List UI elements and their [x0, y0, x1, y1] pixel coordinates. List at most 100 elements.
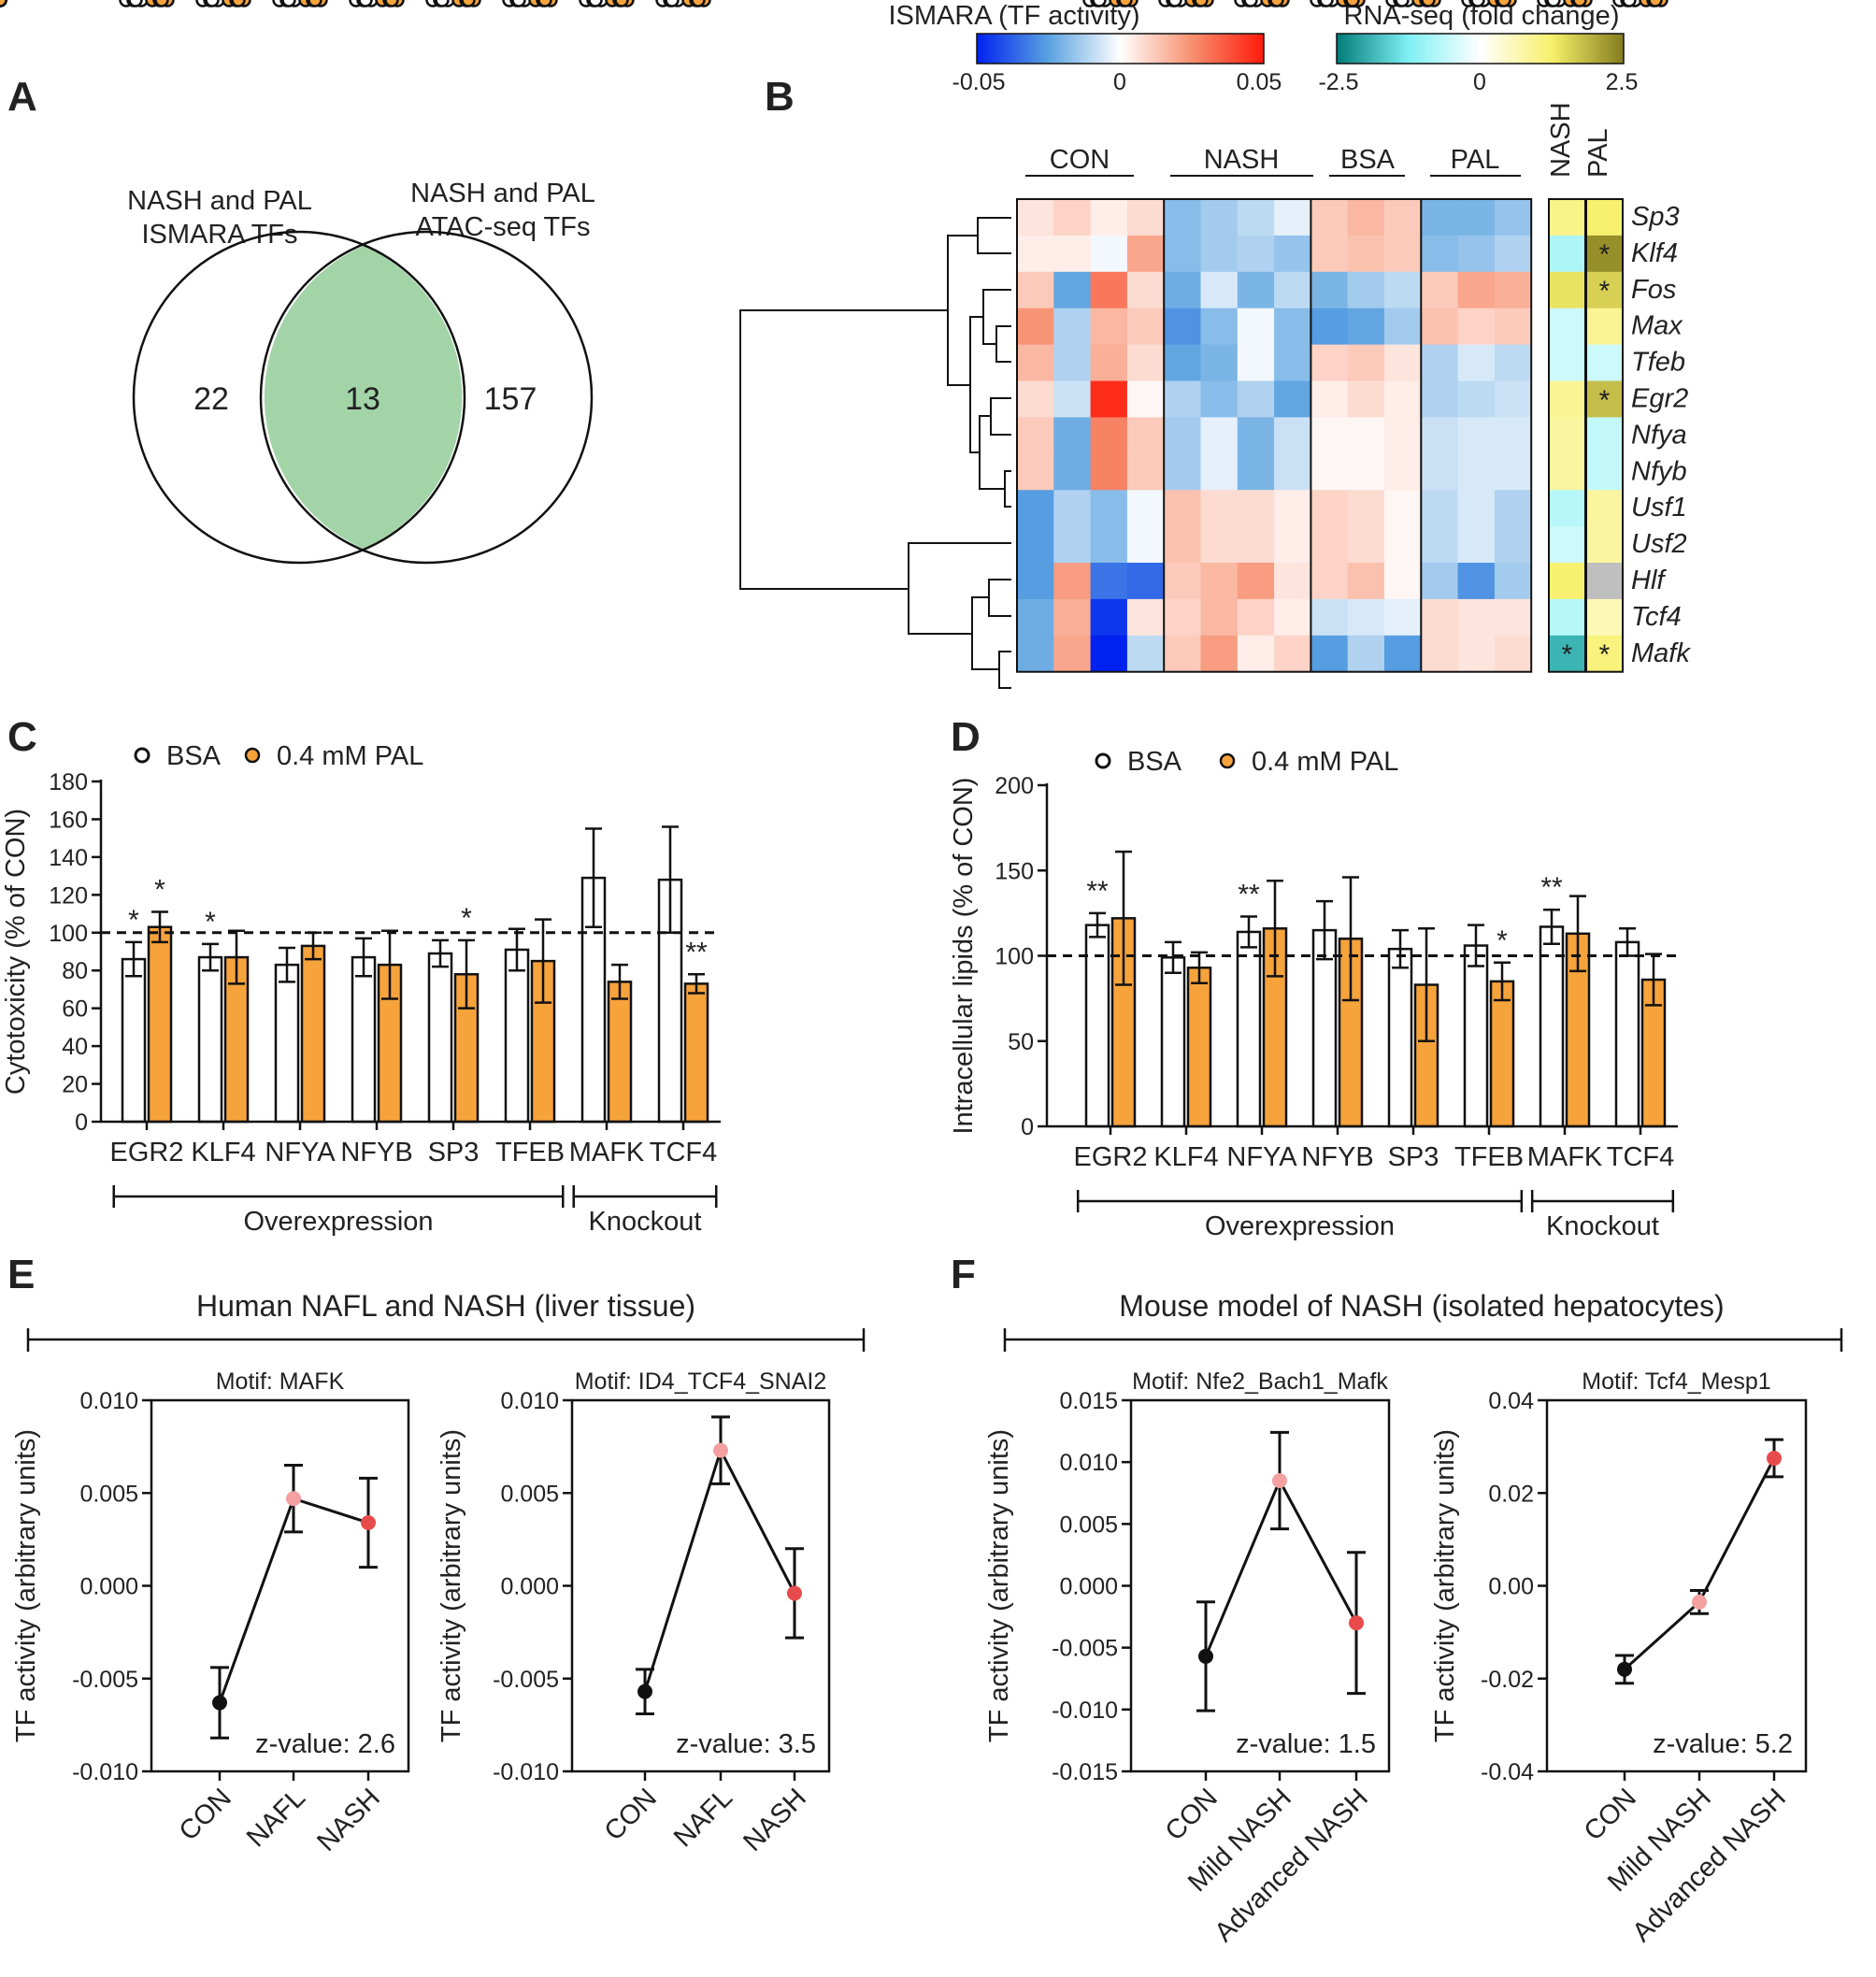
data-point-nash: [361, 1515, 376, 1531]
data-point: [1319, 0, 1334, 7]
data-point: [231, 0, 246, 7]
y-tick-label: -0.010: [1052, 1698, 1118, 1724]
bar-bsa: [197, 955, 223, 1124]
heatmap-cell: [1126, 453, 1165, 491]
bar-bsa: [1614, 940, 1640, 1128]
y-tick-label: 0: [1021, 1114, 1034, 1140]
heatmap-cell: [1090, 635, 1128, 673]
gene-label-tcf4: Tcf4: [1631, 602, 1682, 632]
foldchange-cell: [1586, 344, 1623, 382]
heatmap-cell: [1237, 526, 1275, 564]
foldchange-cells: * * * * *: [1548, 198, 1624, 673]
ismara-tick-mid: 0: [1113, 69, 1126, 95]
heatmap-cell: [1310, 308, 1349, 346]
heatmap-cell: [1017, 235, 1054, 273]
motif-title: Motif: ID4_TCF4_SNAI2: [575, 1368, 827, 1395]
heatmap-cell: [1494, 526, 1532, 564]
bar-bsa: [1387, 947, 1413, 1128]
significance-mark: **: [1540, 872, 1563, 903]
heatmap-cell: [1053, 598, 1092, 637]
heatmap-cell: [1090, 526, 1128, 564]
panel-e-label: E: [7, 1252, 35, 1297]
heatmap-cell: [1017, 271, 1054, 309]
heatmap-cell: [1053, 235, 1092, 273]
group-label-pal: PAL: [1451, 145, 1500, 175]
heatmap-cell: [1053, 563, 1092, 600]
heatmap-cell: [1384, 526, 1422, 564]
heatmap-cell: [1237, 380, 1275, 418]
foldchange-cell: [1586, 598, 1623, 637]
x-tick-label: NASH: [738, 1783, 812, 1857]
y-tick-label: -0.005: [72, 1667, 138, 1693]
y-axis-label: TF activity (arbitrary units): [984, 1429, 1014, 1742]
heatmap-cell: [1457, 380, 1496, 418]
panel-d-label: D: [951, 714, 981, 760]
panel-a-label: A: [7, 74, 37, 120]
y-tick-label: 0.000: [1059, 1574, 1118, 1600]
data-point: [308, 0, 322, 7]
heatmap-cell: [1421, 526, 1459, 564]
foldchange-cell: [1586, 417, 1623, 454]
venn-right-title-line2: ATAC-seq TFs: [416, 212, 591, 242]
heatmap-cells: [1016, 198, 1533, 673]
heatmap-cell: [1053, 308, 1092, 346]
y-tick-label: -0.02: [1481, 1667, 1534, 1693]
heatmap-cell: [1017, 490, 1054, 527]
heatmap-cell: [1347, 380, 1385, 418]
heatmap-cell: [1164, 199, 1202, 236]
z-value-label: z-value: 1.5: [1236, 1729, 1376, 1759]
y-tick-label: 0: [75, 1110, 88, 1136]
heatmap-cell: [1347, 235, 1385, 273]
heatmap-cell: [1494, 453, 1532, 491]
group-label-nash: NASH: [1204, 145, 1280, 175]
y-tick-label: 0.015: [1059, 1388, 1118, 1414]
plot-frame: [1129, 1398, 1391, 1773]
fc-col-label-pal: PAL: [1583, 128, 1613, 178]
heatmap-cell: [1200, 490, 1239, 527]
heatmap-cell: [1053, 490, 1092, 527]
x-tick-label-tcf4: TCF4: [650, 1138, 718, 1168]
gene-label-usf2: Usf2: [1631, 529, 1687, 559]
data-point: [1395, 0, 1410, 7]
heatmap-cell: [1053, 635, 1092, 673]
y-tick-label: 0.010: [500, 1388, 559, 1414]
heatmap-cell: [1090, 235, 1128, 273]
heatmap-cell: [1384, 490, 1422, 527]
heatmap-cell: [1164, 235, 1202, 273]
venn-right-title-line1: NASH and PAL: [410, 179, 595, 208]
x-tick-label: CON: [1579, 1783, 1642, 1846]
bar-bsa: [1463, 944, 1489, 1128]
heatmap-cell: [1274, 490, 1311, 527]
heatmap-cell: [1274, 417, 1311, 454]
bar-bsa: [1236, 930, 1262, 1128]
heatmap-cell: [1310, 417, 1349, 454]
foldchange-cell: [1549, 490, 1585, 527]
panel-a: A NASH and PAL ISMARA TFs NASH and PAL A…: [7, 74, 595, 565]
heatmap-cell: [1494, 417, 1532, 454]
foldchange-cell: [1549, 308, 1585, 346]
heatmap-cell: [1347, 598, 1385, 637]
heatmap-cell: [1126, 635, 1165, 673]
rnaseq-colorbar: [1336, 33, 1625, 64]
y-tick-label: -0.005: [493, 1667, 559, 1693]
z-value-label: z-value: 2.6: [255, 1729, 395, 1759]
heatmap-frame: [1016, 198, 1533, 673]
foldchange-cell: [1549, 635, 1585, 673]
heatmap-cell: [1237, 417, 1275, 454]
data-point: [665, 0, 680, 7]
y-axis-label: TF activity (arbitrary units): [1430, 1429, 1460, 1742]
x-tick-label-nfyb: NFYB: [1301, 1142, 1373, 1172]
heatmap-cell: [1310, 235, 1349, 273]
panel-e-bracket: [26, 1328, 866, 1352]
bar-bsa: [580, 876, 607, 1124]
bar-pal: [607, 981, 633, 1124]
foldchange-cell: [1549, 380, 1585, 418]
y-tick-label: -0.015: [1052, 1759, 1118, 1785]
foldchange-cell: [1586, 271, 1623, 309]
group-bracket-overexpression: [112, 1185, 565, 1208]
heatmap-cell: [1200, 308, 1239, 346]
plot-frame: [150, 1398, 410, 1773]
heatmap-cell: [1494, 344, 1532, 382]
heatmap-cell: [1347, 635, 1385, 673]
data-point-mild-nash: [1272, 1473, 1287, 1489]
